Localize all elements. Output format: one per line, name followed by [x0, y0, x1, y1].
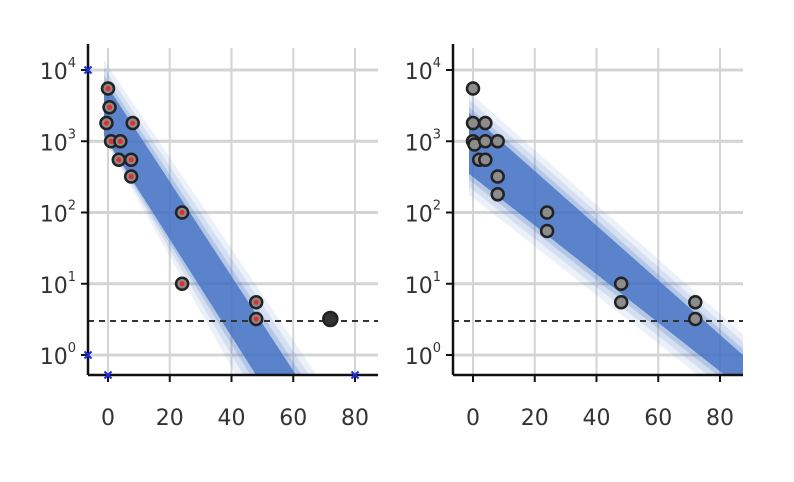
x-tick-label: 80: [706, 406, 734, 431]
data-point-circle: [478, 134, 493, 149]
data-point: [688, 311, 703, 327]
data-point-highlight: [253, 299, 259, 305]
y-tick-label: 103: [405, 127, 441, 156]
data-point-highlight: [106, 104, 113, 110]
data-point: [100, 81, 116, 96]
data-point-highlight: [253, 316, 259, 322]
data-point-highlight: [108, 138, 114, 144]
band-group: [104, 60, 317, 375]
axis-marker: [103, 370, 113, 380]
x-tick-label: 20: [521, 406, 549, 431]
data-point: [478, 152, 493, 167]
x-tick-label: 60: [279, 406, 307, 431]
y-tick-label: 104: [405, 56, 441, 85]
data-point-circle: [322, 310, 339, 328]
y-tick-label: 102: [40, 199, 76, 228]
x-tick-label: 60: [644, 406, 672, 431]
data-point: [688, 294, 703, 310]
data-point: [248, 294, 264, 310]
data-point-circle: [688, 311, 703, 327]
y-tick-label: 103: [40, 127, 76, 156]
confidence-band: [104, 75, 302, 375]
data-point-highlight: [128, 173, 134, 180]
data-point-circle: [539, 223, 555, 239]
data-point-highlight: [103, 120, 110, 126]
data-point: [174, 205, 190, 220]
axis-marker: [83, 350, 93, 360]
data-point-highlight: [116, 157, 122, 163]
data-point-circle: [688, 294, 703, 310]
data-point: [490, 134, 505, 149]
data-point-circle: [613, 276, 629, 291]
x-tick-label: 80: [341, 406, 369, 431]
x-tick-label: 0: [466, 406, 480, 431]
axis-marker-stroke: [83, 350, 93, 360]
confidence-band: [104, 60, 317, 375]
data-point: [613, 294, 629, 310]
data-point: [490, 187, 505, 202]
confidence-band: [469, 112, 743, 375]
x-tick-label: 40: [583, 406, 611, 431]
data-point: [465, 81, 481, 96]
y-tick-label: 100: [40, 341, 76, 370]
data-point-highlight: [105, 85, 111, 92]
data-point-circle: [465, 115, 481, 131]
data-point: [322, 310, 339, 328]
data-point: [99, 115, 114, 131]
axis-marker-stroke: [83, 65, 93, 75]
data-point-highlight: [117, 138, 123, 144]
axis-marker: [83, 65, 93, 75]
data-point-circle: [465, 81, 481, 96]
data-point-circle: [539, 205, 555, 220]
confidence-band: [104, 81, 296, 375]
y-tick-label: 100: [405, 341, 441, 370]
data-point: [111, 152, 127, 167]
data-point: [613, 276, 629, 291]
data-point-circle: [478, 115, 493, 131]
data-point: [465, 115, 481, 131]
data-point: [478, 115, 493, 131]
y-tick-label: 101: [405, 270, 441, 299]
axis-marker-stroke: [103, 370, 113, 380]
band-group: [469, 91, 743, 375]
data-point-circle: [490, 134, 505, 149]
y-tick-label: 101: [40, 270, 76, 299]
data-point: [123, 152, 139, 167]
right-panel: 0 20 40 60 80 100 101 102 103 104: [405, 44, 743, 431]
axis-marker: [350, 370, 360, 380]
data-point-circle: [478, 152, 493, 167]
data-point-circle: [490, 187, 505, 202]
y-tick-label: 104: [40, 56, 76, 85]
y-tick-label: 102: [405, 199, 441, 228]
data-point: [123, 169, 139, 184]
data-point-highlight: [179, 209, 185, 216]
data-point: [102, 100, 117, 115]
data-point: [490, 169, 505, 184]
x-tick-label: 20: [156, 406, 184, 431]
data-point: [248, 311, 264, 327]
left-panel: 0 20 40 60 80 100 101 102 103 104: [40, 44, 378, 431]
x-tick-label: 40: [218, 406, 246, 431]
data-point-circle: [613, 294, 629, 310]
data-point-highlight: [128, 157, 134, 163]
data-point: [539, 205, 555, 220]
axis-marker-stroke: [350, 370, 360, 380]
data-point: [478, 134, 493, 149]
x-tick-label: 0: [101, 406, 115, 431]
data-point: [174, 276, 190, 291]
data-point-highlight: [130, 120, 136, 126]
data-point: [539, 223, 555, 239]
data-point: [113, 134, 128, 149]
data-point-circle: [490, 169, 505, 184]
data-point-highlight: [179, 281, 185, 287]
data-point: [125, 115, 140, 131]
